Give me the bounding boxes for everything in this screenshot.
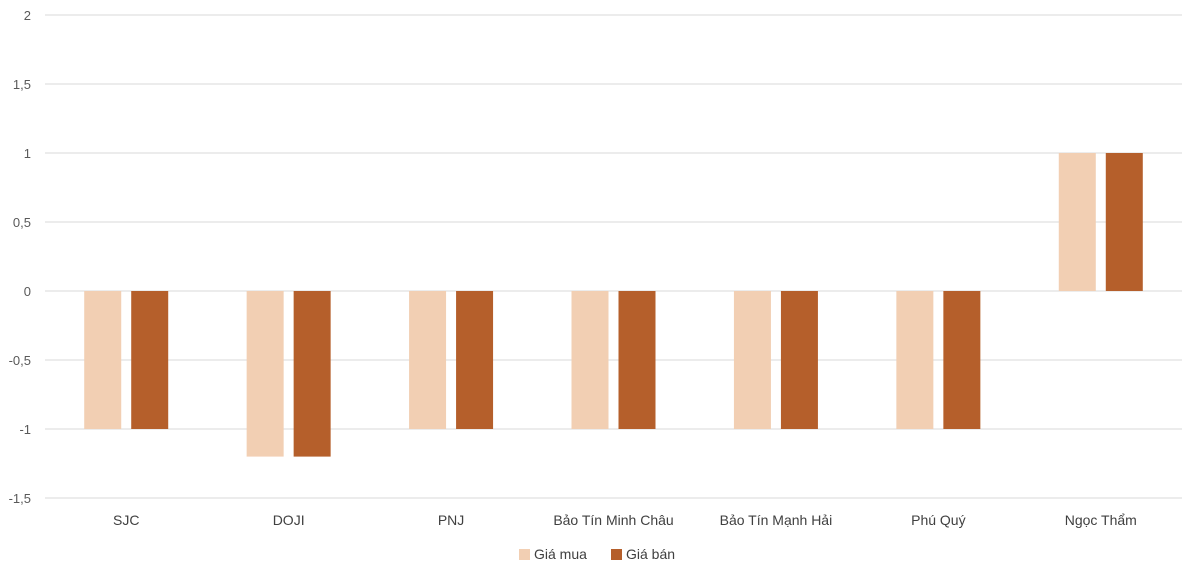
y-tick-label: 2 (24, 8, 31, 23)
x-axis-categories: SJC DOJI PNJ Bảo Tín Minh Châu Bảo Tín Mạnh … (113, 512, 1137, 528)
gridlines (45, 14, 1182, 499)
bar-gia-mua (571, 291, 609, 429)
x-category-label: DOJI (273, 512, 305, 528)
bar-gia-ban (1105, 153, 1143, 291)
y-tick-label: 1,5 (13, 77, 31, 92)
x-category-label: Ngọc Thẩm (1065, 512, 1137, 528)
bars (84, 153, 1143, 457)
y-tick-label: 1 (24, 146, 31, 161)
bar-gia-mua (409, 291, 447, 429)
bar-gia-mua (84, 291, 122, 429)
bar-gia-ban (456, 291, 494, 429)
x-category-label: SJC (113, 512, 139, 528)
y-tick-label: -1 (19, 422, 31, 437)
x-category-label: PNJ (438, 512, 464, 528)
y-tick-label: 0,5 (13, 215, 31, 230)
legend-label: Giá bán (626, 546, 675, 562)
legend-swatch (611, 549, 622, 560)
y-tick-label: -0,5 (9, 353, 31, 368)
bar-gia-ban (780, 291, 818, 429)
y-axis-ticks: 2 1,5 1 0,5 0 -0,5 -1 -1,5 (9, 8, 31, 506)
bar-gia-ban (293, 291, 331, 457)
bar-gia-ban (131, 291, 169, 429)
bar-gia-ban (943, 291, 981, 429)
bar-gia-mua (246, 291, 284, 457)
y-tick-label: -1,5 (9, 491, 31, 506)
x-category-label: Bảo Tín Mạnh Hải (720, 512, 833, 528)
bar-gia-mua (896, 291, 934, 429)
bar-gia-ban (618, 291, 656, 429)
legend-swatch (519, 549, 530, 560)
bar-gia-mua (733, 291, 771, 429)
y-tick-label: 0 (24, 284, 31, 299)
x-category-label: Bảo Tín Minh Châu (553, 512, 673, 528)
x-category-label: Phú Quý (911, 512, 965, 528)
bar-gia-mua (1058, 153, 1096, 291)
legend: Giá mua Giá bán (519, 546, 675, 562)
legend-label: Giá mua (534, 546, 587, 562)
